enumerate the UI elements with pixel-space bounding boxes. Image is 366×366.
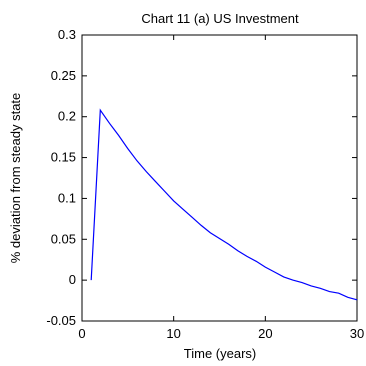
- x-tick-label: 20: [258, 326, 272, 341]
- series-line: [90, 108, 358, 301]
- x-tick-label: 30: [350, 326, 364, 341]
- y-tick-label: -0.05: [46, 313, 76, 328]
- x-tick-label: 0: [78, 326, 85, 341]
- x-axis-label: Time (years): [184, 346, 256, 361]
- y-axis-label: % deviation from steady state: [8, 93, 23, 264]
- y-axis: -0.05 0 0.05 0.1 0.15 0.2 0.25 0.3: [46, 27, 357, 328]
- y-tick-label: 0.05: [51, 231, 76, 246]
- x-axis: 0 10 20 30: [78, 35, 364, 341]
- y-tick-label: 0.3: [58, 27, 76, 42]
- y-tick-label: 0.15: [51, 150, 76, 165]
- plot-area: [81, 34, 358, 322]
- x-tick-label: 10: [166, 326, 180, 341]
- series-layer: [90, 108, 358, 301]
- y-tick-label: 0.1: [58, 190, 76, 205]
- chart-title: Chart 11 (a) US Investment: [141, 11, 299, 26]
- y-tick-label: 0: [69, 272, 76, 287]
- y-tick-label: 0.25: [51, 68, 76, 83]
- y-tick-label: 0.2: [58, 109, 76, 124]
